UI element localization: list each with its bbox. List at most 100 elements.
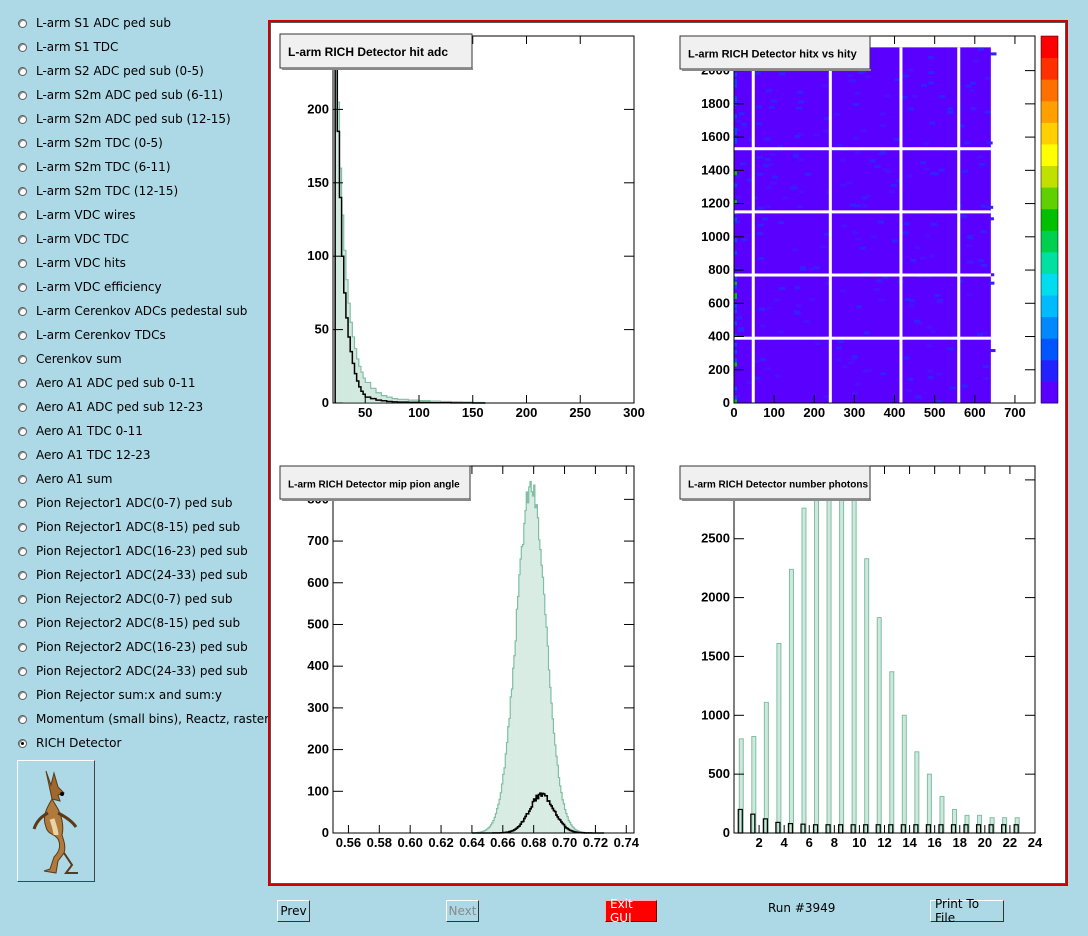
hist-bar	[485, 829, 487, 833]
radio-button[interactable]	[18, 306, 27, 316]
heatmap-cell	[734, 72, 737, 77]
radio-button[interactable]	[18, 234, 27, 244]
radio-option[interactable]: Pion Rejector1 ADC(0-7) ped sub	[18, 492, 233, 514]
hist-bar	[517, 596, 519, 833]
heatmap-cell	[793, 152, 800, 156]
bar	[839, 473, 845, 834]
radio-option[interactable]: Aero A1 TDC 12-23	[18, 444, 151, 466]
radio-button[interactable]	[18, 42, 27, 52]
radio-button[interactable]	[18, 594, 27, 604]
radio-option[interactable]: L-arm VDC hits	[18, 252, 126, 274]
print-to-file-button[interactable]: Print To File	[930, 897, 1004, 925]
radio-option[interactable]: Aero A1 ADC ped sub 12-23	[18, 396, 203, 418]
radio-option[interactable]: Aero A1 TDC 0-11	[18, 420, 143, 442]
radio-label: L-arm S2m TDC (12-15)	[36, 184, 179, 198]
radio-option[interactable]: L-arm S2m TDC (6-11)	[18, 156, 171, 178]
heatmap-cell	[734, 137, 737, 142]
radio-button[interactable]	[18, 258, 27, 268]
radio-button[interactable]	[18, 402, 27, 412]
heatmap-cell	[981, 264, 988, 268]
radio-option[interactable]: Aero A1 sum	[18, 468, 112, 490]
hist-bar	[507, 726, 509, 833]
radio-button[interactable]	[18, 138, 27, 148]
radio-option[interactable]: L-arm Cerenkov ADCs pedestal sub	[18, 300, 247, 322]
radio-button[interactable]	[18, 714, 27, 724]
radio-button-selected[interactable]	[18, 738, 27, 748]
radio-button[interactable]	[18, 570, 27, 580]
radio-button[interactable]	[18, 498, 27, 508]
radio-option[interactable]: Pion Rejector sum:x and sum:y	[18, 684, 222, 706]
heatmap-cell	[914, 246, 921, 250]
radio-option[interactable]: L-arm VDC efficiency	[18, 276, 162, 298]
radio-option[interactable]: L-arm S2m ADC ped sub (12-15)	[18, 108, 231, 130]
radio-button[interactable]	[18, 690, 27, 700]
heatmap-cell	[928, 81, 935, 85]
radio-button[interactable]	[18, 66, 27, 76]
hist-bar	[536, 504, 538, 833]
radio-option[interactable]: L-arm S1 ADC ped sub	[18, 12, 171, 34]
radio-option[interactable]: Pion Rejector2 ADC(16-23) ped sub	[18, 636, 248, 658]
radio-button[interactable]	[18, 642, 27, 652]
radio-button[interactable]	[18, 474, 27, 484]
radio-label: Aero A1 sum	[36, 472, 113, 486]
radio-option[interactable]: L-arm VDC wires	[18, 204, 135, 226]
heatmap-cell	[880, 151, 887, 155]
radio-button[interactable]	[18, 666, 27, 676]
hist-bar	[496, 808, 498, 833]
heatmap-cell	[928, 71, 935, 75]
hist-bar	[529, 481, 532, 833]
plot-title-box	[279, 465, 471, 500]
radio-option[interactable]: Pion Rejector2 ADC(0-7) ped sub	[18, 588, 233, 610]
hist-bar	[376, 392, 382, 403]
radio-button[interactable]	[18, 114, 27, 124]
radio-button[interactable]	[18, 18, 27, 28]
radio-option[interactable]: Cerenkov sum	[18, 348, 122, 370]
next-button[interactable]: Next	[446, 900, 479, 922]
heatmap-cell	[848, 361, 855, 365]
heatmap-cell	[748, 138, 755, 142]
heatmap-cell	[976, 332, 983, 336]
radio-option[interactable]: Pion Rejector1 ADC(24-33) ped sub	[18, 564, 248, 586]
radio-option[interactable]: RICH Detector	[18, 732, 121, 754]
heatmap-cell	[949, 386, 956, 390]
radio-button[interactable]	[18, 330, 27, 340]
radio-button[interactable]	[18, 378, 27, 388]
radio-button[interactable]	[18, 162, 27, 172]
hist-outline-overlay	[334, 49, 486, 404]
heatmap-cell	[861, 203, 868, 207]
plot-frame	[332, 35, 635, 404]
radio-option[interactable]: L-arm S2 ADC ped sub (0-5)	[18, 60, 204, 82]
radio-option[interactable]: L-arm S2m ADC ped sub (6-11)	[18, 84, 223, 106]
radio-option[interactable]: Pion Rejector1 ADC(16-23) ped sub	[18, 540, 248, 562]
radio-button[interactable]	[18, 450, 27, 460]
heatmap-gap-y	[734, 210, 991, 214]
heatmap-cell	[854, 204, 861, 208]
radio-button[interactable]	[18, 186, 27, 196]
radio-option[interactable]: L-arm Cerenkov TDCs	[18, 324, 166, 346]
radio-label: Aero A1 ADC ped sub 0-11	[36, 376, 196, 390]
heatmap-cell	[757, 232, 764, 236]
radio-button[interactable]	[18, 618, 27, 628]
heatmap-cell	[825, 190, 832, 194]
radio-button[interactable]	[18, 282, 27, 292]
radio-option[interactable]: Pion Rejector2 ADC(24-33) ped sub	[18, 660, 248, 682]
prev-button[interactable]: Prev	[277, 900, 310, 922]
heatmap-cell	[983, 76, 990, 80]
radio-label: Pion Rejector2 ADC(0-7) ped sub	[36, 592, 233, 606]
radio-option[interactable]: L-arm S2m TDC (0-5)	[18, 132, 163, 154]
radio-option[interactable]: L-arm S2m TDC (12-15)	[18, 180, 178, 202]
radio-option[interactable]: L-arm S1 TDC	[18, 36, 118, 58]
exit-gui-button[interactable]: Exit GUI	[605, 897, 657, 925]
radio-button[interactable]	[18, 354, 27, 364]
radio-option[interactable]: Momentum (small bins), Reactz, raster	[18, 708, 269, 730]
hist-bar	[548, 669, 550, 833]
radio-button[interactable]	[18, 210, 27, 220]
radio-option[interactable]: Aero A1 ADC ped sub 0-11	[18, 372, 195, 394]
radio-option[interactable]: Pion Rejector2 ADC(8-15) ped sub	[18, 612, 240, 634]
radio-option[interactable]: Pion Rejector1 ADC(8-15) ped sub	[18, 516, 240, 538]
radio-button[interactable]	[18, 426, 27, 436]
radio-button[interactable]	[18, 546, 27, 556]
radio-button[interactable]	[18, 522, 27, 532]
radio-option[interactable]: L-arm VDC TDC	[18, 228, 129, 250]
radio-button[interactable]	[18, 90, 27, 100]
